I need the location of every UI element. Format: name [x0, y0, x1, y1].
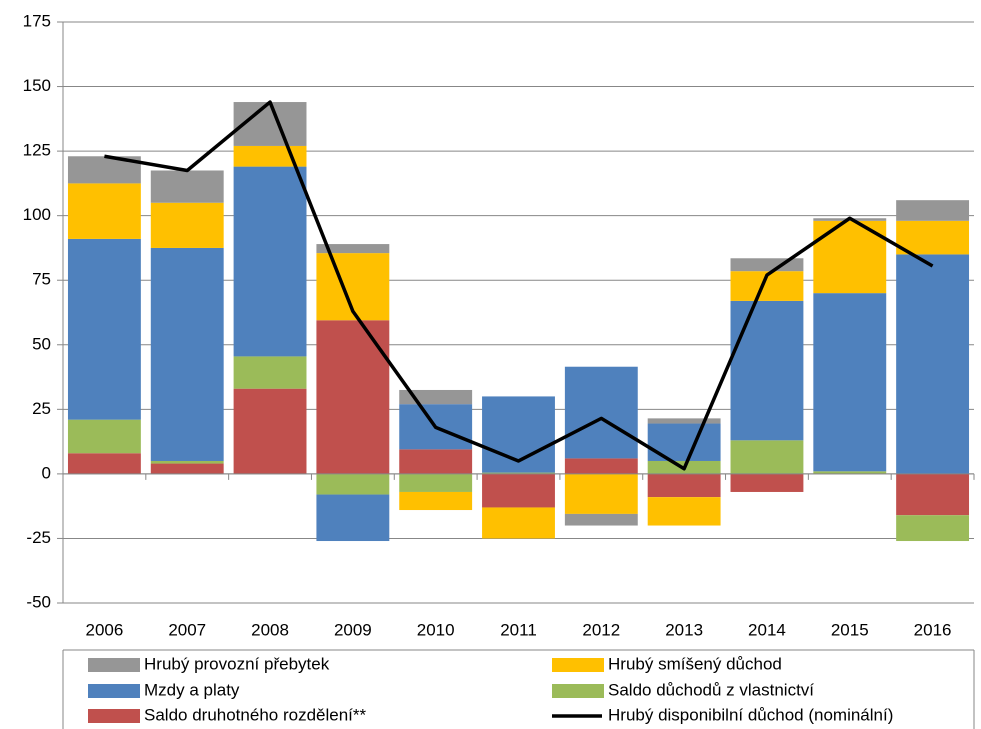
x-tick-label: 2015 [831, 620, 869, 639]
x-tick-label: 2013 [665, 620, 703, 639]
bar-segment [564, 473, 638, 514]
legend-swatch [88, 684, 140, 698]
bar-segment [564, 458, 638, 474]
x-tick-label: 2012 [582, 620, 620, 639]
bar-segment [896, 254, 970, 474]
bar-segment [316, 320, 390, 474]
y-tick-label: -25 [26, 528, 51, 547]
bar-segment [150, 202, 224, 248]
y-tick-label: 100 [23, 205, 51, 224]
bar-segment [482, 473, 555, 508]
y-tick-label: 150 [23, 76, 51, 95]
x-tick-label: 2011 [500, 620, 537, 639]
bar-segment [399, 491, 473, 511]
bar-segment [896, 515, 970, 542]
x-tick-label: 2007 [168, 620, 206, 639]
x-tick-label: 2008 [251, 620, 289, 639]
bar-segment [482, 472, 555, 474]
x-tick-label: 2016 [914, 620, 952, 639]
bar-segment [730, 473, 804, 492]
legend-label: Hrubý smíšený důchod [608, 654, 782, 673]
bar-segment [730, 258, 804, 272]
bar-segment [233, 166, 307, 357]
bar-segment [67, 183, 141, 239]
bar-segment [482, 507, 555, 539]
x-tick-label: 2014 [748, 620, 786, 639]
x-tick-label: 2009 [334, 620, 372, 639]
y-tick-label: 25 [32, 399, 51, 418]
y-tick-label: 50 [32, 334, 51, 353]
bar-segment [150, 170, 224, 203]
bar-segment [730, 440, 804, 474]
y-tick-label: 0 [42, 463, 51, 482]
y-tick-label: 125 [23, 141, 51, 160]
bar-segment [67, 419, 141, 454]
bar-segment [564, 366, 638, 459]
line-series [104, 100, 934, 471]
legend-swatch [552, 658, 604, 672]
bar-segment [647, 497, 721, 526]
bar-segment [399, 449, 473, 474]
bar-segment [150, 247, 224, 461]
bar-segment [896, 473, 970, 516]
y-tick-label: -50 [26, 592, 51, 611]
bar-segment [647, 418, 721, 424]
bar-segment [647, 473, 721, 498]
bar-segment [896, 200, 970, 221]
bar-segment [730, 300, 804, 441]
legend-swatch [552, 684, 604, 698]
legend-label: Hrubý disponibilní důchod (nominální) [608, 705, 893, 724]
y-tick-label: 75 [32, 270, 51, 289]
legend-swatch [88, 709, 140, 723]
y-tick-label: 175 [23, 11, 51, 30]
bar-segment [813, 293, 887, 472]
bar-segment [399, 473, 473, 492]
bar-segment [896, 220, 970, 255]
legend-label: Saldo druhotného rozdělení** [144, 705, 366, 724]
x-tick-label: 2010 [417, 620, 455, 639]
bar-segment [67, 238, 141, 420]
legend-label: Saldo důchodů z vlastnictví [608, 680, 814, 699]
bar-segment [813, 471, 887, 474]
bar-segment [233, 388, 307, 474]
bar-segment [316, 244, 390, 254]
legend-swatch [88, 658, 140, 672]
bar-segment [316, 494, 390, 542]
bar-segment [564, 513, 638, 526]
bar-segment [316, 473, 390, 495]
x-tick-label: 2006 [85, 620, 123, 639]
bar-segment [647, 423, 721, 461]
legend-label: Hrubý provozní přebytek [144, 654, 330, 673]
bar-segment [233, 356, 307, 389]
bar-segment [67, 453, 141, 474]
bar-segment [150, 463, 224, 474]
legend-label: Mzdy a platy [144, 680, 240, 699]
bar-segment [150, 460, 224, 464]
